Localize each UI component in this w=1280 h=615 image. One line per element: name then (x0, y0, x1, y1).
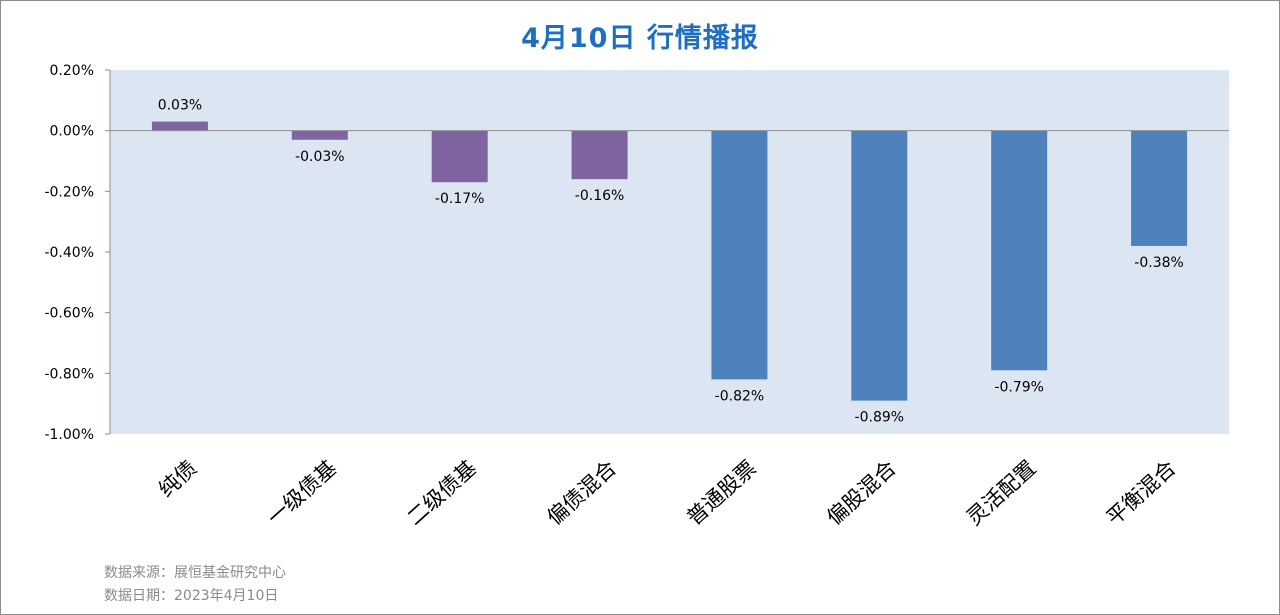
y-axis: 0.20% 0.00% -0.20% -0.40% -0.60% -0.80% -1.00% (44, 63, 111, 443)
bar (151, 121, 208, 131)
x-category-label: 普通股票 (682, 456, 760, 530)
bar (291, 130, 348, 140)
x-category-label: 灵活配置 (962, 456, 1040, 530)
bar (571, 130, 628, 180)
bar (711, 130, 768, 380)
y-tick-label: 0.00% (50, 124, 94, 140)
bar (431, 130, 488, 183)
date-footnote: 数据日期：2023年4月10日 (104, 588, 279, 604)
data-label: -0.79% (994, 379, 1044, 395)
data-label: -0.16% (575, 188, 625, 204)
x-category-label: 平衡混合 (1102, 456, 1180, 530)
bar (851, 130, 908, 401)
y-tick-label: 0.20% (50, 63, 94, 79)
y-tick-label: -0.20% (44, 184, 94, 200)
source-footnote: 数据来源：展恒基金研究中心 (104, 565, 286, 581)
data-label: -0.89% (855, 410, 905, 426)
bar (991, 130, 1048, 371)
data-label: -0.82% (715, 388, 765, 404)
x-category-label: 偏债混合 (542, 456, 620, 530)
plot-area (110, 70, 1229, 434)
y-tick-label: -0.40% (44, 245, 94, 261)
data-label: -0.38% (1134, 255, 1184, 271)
data-label: -0.03% (295, 149, 345, 165)
x-category-label: 二级债基 (403, 456, 481, 530)
x-category-label: 纯债 (154, 456, 201, 502)
x-category-label: 一级债基 (263, 456, 341, 530)
bars (151, 121, 1188, 401)
chart-title: 4月10日 行情播报 (521, 23, 759, 54)
y-tick-label: -0.80% (44, 366, 94, 382)
data-label: 0.03% (158, 98, 202, 114)
x-category-label: 偏股混合 (822, 456, 900, 530)
y-tick-label: -1.00% (44, 427, 94, 443)
y-tick-label: -0.60% (44, 306, 94, 322)
data-labels: 0.03% -0.03% -0.17% -0.16% -0.82% -0.89% -0.79… (158, 98, 1184, 426)
bar (1131, 130, 1188, 246)
x-axis: 纯债 一级债基 二级债基 偏债混合 普通股票 偏股混合 灵活配置 平衡混合 (154, 456, 1180, 530)
data-label: -0.17% (435, 191, 485, 207)
